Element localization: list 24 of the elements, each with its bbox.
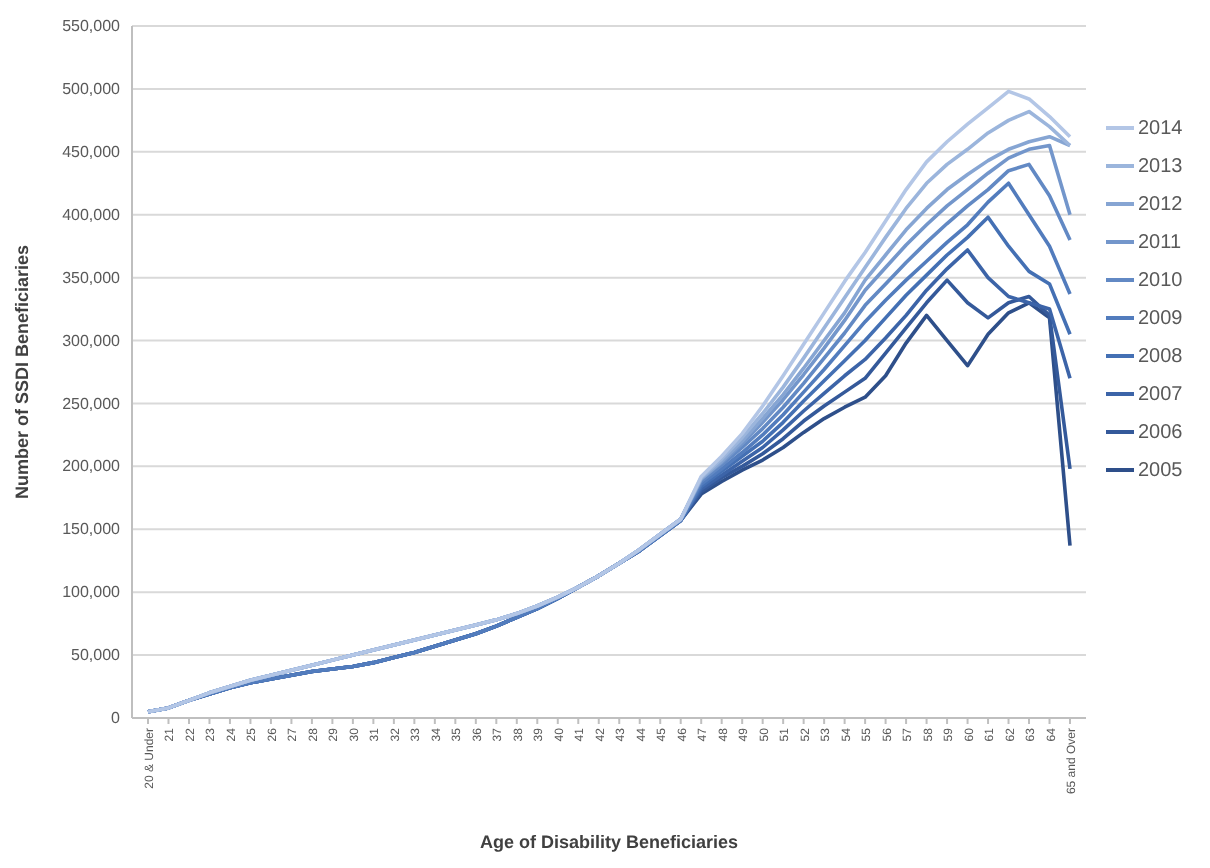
legend-label: 2010 <box>1138 270 1184 293</box>
y-tick-label: 100,000 <box>62 583 122 602</box>
legend-label: 2013 <box>1138 156 1184 179</box>
y-tick-label: 150,000 <box>62 520 122 539</box>
y-tick-label: 450,000 <box>62 142 122 161</box>
legend-label: 2005 <box>1138 460 1184 483</box>
legend-label: 2014 <box>1138 118 1184 141</box>
y-tick-label: 500,000 <box>62 80 122 99</box>
y-tick-label: 350,000 <box>62 268 122 287</box>
y-tick-label: 550,000 <box>62 17 122 36</box>
legend-label: 2009 <box>1138 308 1184 331</box>
y-tick-label: 200,000 <box>62 457 122 476</box>
y-tick-label: 50,000 <box>71 646 122 665</box>
legend-label: 2006 <box>1138 422 1184 445</box>
legend-label: 2008 <box>1138 346 1184 369</box>
x-axis-title: Age of Disability Beneficiaries <box>479 832 739 852</box>
y-tick-label: 0 <box>111 709 122 728</box>
legend-label: 2011 <box>1138 232 1182 255</box>
legend-label: 2012 <box>1138 194 1184 217</box>
y-axis-title: Number of SSDI Beneficiaries <box>12 244 32 500</box>
y-tick-label: 300,000 <box>62 331 122 350</box>
y-tick-label: 400,000 <box>62 205 122 224</box>
y-tick-label: 250,000 <box>62 394 122 413</box>
legend-label: 2007 <box>1138 384 1184 407</box>
